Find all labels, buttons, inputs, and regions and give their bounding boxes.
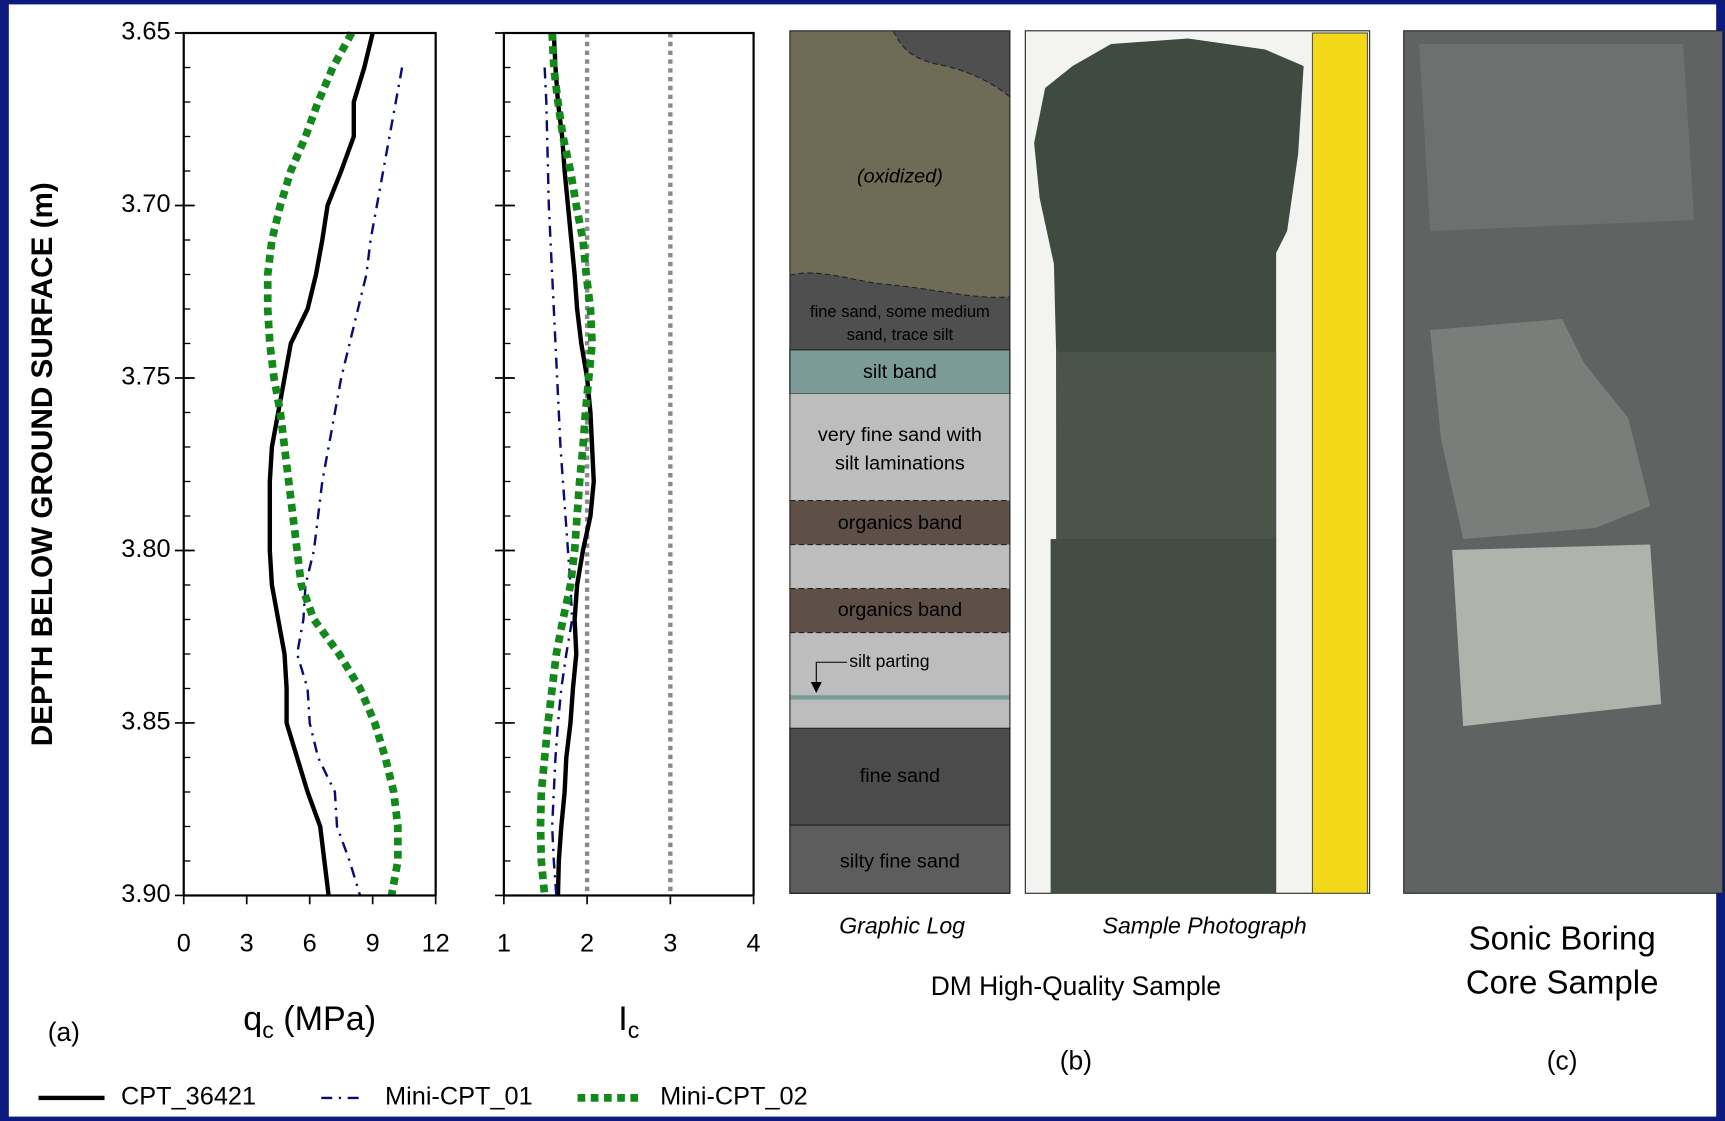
layer-label: fine sand, some medium <box>810 303 990 321</box>
panel-label: (a) <box>48 1017 80 1047</box>
sample-band <box>1056 352 1276 539</box>
layer-label: sand, trace silt <box>847 326 954 344</box>
x-tick-label: 4 <box>747 930 761 958</box>
layer-label: silt band <box>863 361 937 383</box>
graphic-log: (oxidized) fine sand, some medium sand, … <box>790 31 1010 893</box>
panel-title: DM High-Quality Sample <box>931 971 1221 1001</box>
x-axis-title-unit: (MPa) <box>274 1000 376 1038</box>
y-tick-label: 3.65 <box>121 18 170 46</box>
x-axis-title-sub: c <box>262 1017 274 1043</box>
layer-label: very fine sand with <box>818 424 982 446</box>
y-tick-label: 3.90 <box>121 880 170 908</box>
sample-photo <box>1025 31 1369 893</box>
layer-label: (oxidized) <box>857 165 943 187</box>
core-photo <box>1404 31 1723 893</box>
panel-label: (b) <box>1060 1046 1092 1076</box>
layer-label: silt laminations <box>835 452 965 474</box>
x-tick-label: 12 <box>422 930 450 958</box>
y-tick-label: 3.75 <box>121 363 170 391</box>
panel-label: (c) <box>1547 1046 1578 1076</box>
x-axis-title-main: I <box>618 1000 627 1038</box>
layer-label: organics band <box>838 512 962 534</box>
y-tick-label: 3.80 <box>121 535 170 563</box>
layer <box>790 394 1010 501</box>
layer-label: silty fine sand <box>840 851 960 873</box>
legend-label: CPT_36421 <box>121 1083 256 1111</box>
panel-title: Core Sample <box>1466 963 1659 1000</box>
x-tick-label: 3 <box>240 930 254 958</box>
figure: (oxidized) fine sand, some medium sand, … <box>0 0 1725 1121</box>
caption: Graphic Log <box>839 912 965 938</box>
layer-label: organics band <box>838 599 962 621</box>
legend-label: Mini-CPT_01 <box>385 1083 533 1111</box>
sample-band <box>1051 539 1277 893</box>
y-tick-label: 3.70 <box>121 190 170 218</box>
core-patch <box>1452 545 1661 727</box>
x-tick-label: 2 <box>580 930 594 958</box>
x-tick-label: 3 <box>663 930 677 958</box>
legend-label: Mini-CPT_02 <box>660 1083 808 1111</box>
x-axis-title-sub: c <box>628 1017 640 1043</box>
x-tick-label: 9 <box>366 930 380 958</box>
y-axis-title: DEPTH BELOW GROUND SURFACE (m) <box>26 182 59 746</box>
x-axis-title-main: q <box>243 1000 262 1038</box>
layer-label: silt parting <box>849 651 929 671</box>
layer <box>790 633 1010 729</box>
core-patch <box>1419 44 1694 231</box>
y-tick-label: 3.85 <box>121 708 170 736</box>
x-tick-label: 0 <box>177 930 191 958</box>
tape-measure <box>1312 33 1367 893</box>
x-tick-label: 1 <box>497 930 511 958</box>
panel-title: Sonic Boring <box>1469 919 1656 956</box>
caption: Sample Photograph <box>1103 912 1307 938</box>
layer-label: fine sand <box>860 765 940 787</box>
x-tick-label: 6 <box>303 930 317 958</box>
layer <box>790 545 1010 589</box>
